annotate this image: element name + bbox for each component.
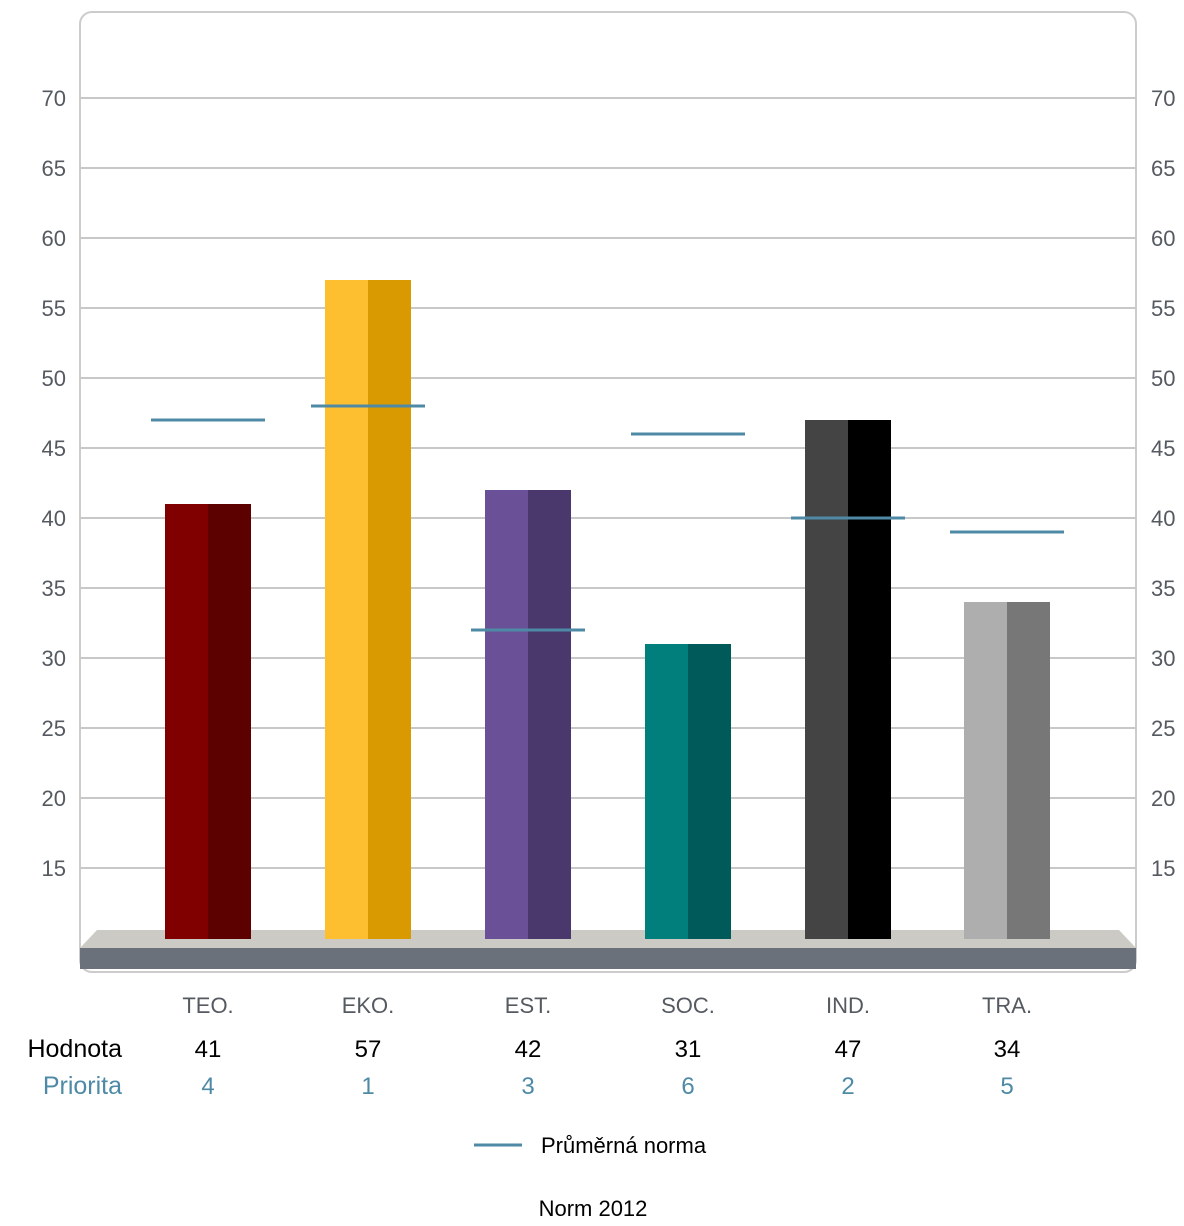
y-tick-right-30: 30	[1151, 646, 1175, 671]
bar-teo	[165, 504, 251, 939]
bar-tra	[964, 602, 1050, 939]
bar-face-dark	[1007, 602, 1050, 939]
y-tick-right-35: 35	[1151, 576, 1175, 601]
priority-label: 1	[361, 1073, 374, 1100]
bar-est	[485, 490, 571, 939]
category-label: EST.	[505, 993, 551, 1018]
bar-face-light	[165, 504, 208, 939]
floor-front	[80, 948, 1136, 969]
bar-eko	[325, 280, 411, 939]
value-label: 47	[835, 1036, 862, 1063]
y-tick-right-70: 70	[1151, 86, 1175, 111]
bar-face-dark	[208, 504, 251, 939]
value-label: 42	[515, 1036, 542, 1063]
y-tick-left-30: 30	[42, 646, 66, 671]
bar-face-dark	[688, 644, 731, 939]
priority-label: 2	[841, 1073, 854, 1100]
category-labels: TEO. EKO. EST. SOC. IND. TRA.	[182, 993, 1032, 1018]
y-tick-left-60: 60	[42, 226, 66, 251]
y-tick-right-60: 60	[1151, 226, 1175, 251]
value-label: 34	[994, 1036, 1021, 1063]
y-tick-right-25: 25	[1151, 716, 1175, 741]
y-tick-left-70: 70	[42, 86, 66, 111]
bar-face-dark	[368, 280, 411, 939]
legend: Průměrná norma	[474, 1133, 707, 1158]
y-tick-left-20: 20	[42, 786, 66, 811]
bar-face-light	[325, 280, 368, 939]
category-label: IND.	[826, 993, 870, 1018]
y-tick-right-20: 20	[1151, 786, 1175, 811]
category-label: EKO.	[342, 993, 395, 1018]
y-tick-left-25: 25	[42, 716, 66, 741]
priority-label: 3	[521, 1073, 534, 1100]
y-tick-right-15: 15	[1151, 856, 1175, 881]
y-tick-left-15: 15	[42, 856, 66, 881]
footer-label: Norm 2012	[539, 1196, 648, 1221]
bar-face-light	[645, 644, 688, 939]
priority-label: 6	[681, 1073, 694, 1100]
value-label: 41	[195, 1036, 222, 1063]
priority-label: 4	[201, 1073, 214, 1100]
y-axis-right: 15 20 25 30 35 40 45 50 55 60 65 70	[1151, 86, 1175, 881]
bars	[165, 280, 1050, 939]
norm-lines	[151, 404, 1064, 632]
y-tick-left-35: 35	[42, 576, 66, 601]
gridlines	[80, 97, 1136, 869]
y-tick-left-65: 65	[42, 156, 66, 181]
legend-norm-label: Průměrná norma	[541, 1133, 707, 1158]
y-tick-right-55: 55	[1151, 296, 1175, 321]
y-tick-right-45: 45	[1151, 436, 1175, 461]
priority-row: 4 1 3 6 2 5	[201, 1073, 1013, 1100]
value-row-label: Hodnota	[27, 1035, 122, 1063]
y-tick-left-55: 55	[42, 296, 66, 321]
y-tick-right-65: 65	[1151, 156, 1175, 181]
bar-face-dark	[528, 490, 571, 939]
y-axis-left: 15 20 25 30 35 40 45 50 55 60 65 70	[42, 86, 66, 881]
y-tick-right-50: 50	[1151, 366, 1175, 391]
bar-face-dark	[848, 420, 891, 939]
priority-row-label: Priorita	[43, 1072, 122, 1100]
bar-ind	[805, 420, 891, 939]
bar-soc	[645, 644, 731, 939]
y-tick-right-40: 40	[1151, 506, 1175, 531]
y-tick-left-40: 40	[42, 506, 66, 531]
bar-face-light	[964, 602, 1007, 939]
category-label: TEO.	[182, 993, 233, 1018]
priority-label: 5	[1000, 1073, 1013, 1100]
value-label: 57	[355, 1036, 382, 1063]
bar-face-light	[805, 420, 848, 939]
bar-face-light	[485, 490, 528, 939]
category-label: TRA.	[982, 993, 1032, 1018]
category-label: SOC.	[661, 993, 715, 1018]
y-tick-left-45: 45	[42, 436, 66, 461]
y-tick-left-50: 50	[42, 366, 66, 391]
value-row: 41 57 42 31 47 34	[195, 1036, 1021, 1063]
value-label: 31	[675, 1036, 702, 1063]
